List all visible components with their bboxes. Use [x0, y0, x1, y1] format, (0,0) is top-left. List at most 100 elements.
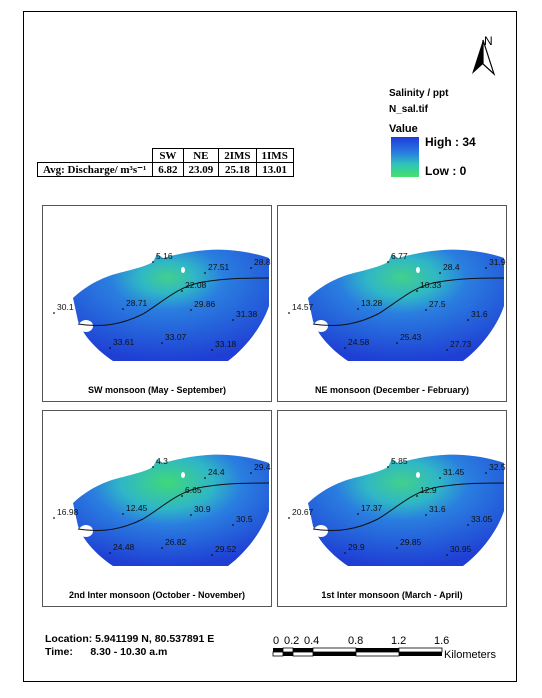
sample-point — [53, 312, 55, 314]
sample-point — [232, 524, 234, 526]
salinity-label: 29.48 — [254, 462, 271, 472]
sample-point — [446, 349, 448, 351]
salinity-label: 33.07 — [165, 332, 187, 342]
sample-point — [288, 312, 290, 314]
salinity-label: 10.33 — [420, 280, 442, 290]
table-cell: 25.18 — [218, 162, 257, 177]
north-label: N — [484, 34, 493, 48]
scale-tick-label: 1.2 — [391, 635, 406, 647]
salinity-label: 13.28 — [361, 298, 383, 308]
sample-point — [152, 466, 154, 468]
salinity-label: 28.8 — [254, 257, 271, 267]
sample-point — [425, 309, 427, 311]
panel-caption: SW monsoon (May - September) — [87, 385, 226, 395]
scale-tick-label: 0.8 — [348, 635, 363, 647]
panel-2nd-inter-monsoon: 4.3 24.4 29.48 6.65 16.98 12.45 30.9 30.5 24.48 2… — [42, 410, 272, 607]
legend-high-label: High : 34 — [425, 135, 476, 149]
salinity-label: 25.43 — [400, 332, 422, 342]
salinity-label: 6.65 — [185, 485, 202, 495]
channel-line — [312, 277, 505, 327]
table-cell: 23.09 — [182, 162, 220, 177]
panel-sw-monsoon: 5.16 27.51 28.8 22.08 30.1 28.71 29.86 31.38 33.… — [42, 205, 272, 402]
salinity-label: 31.6 — [471, 309, 488, 319]
scale-bar: 0 0.2 0.4 0.8 1.2 1.6 Kilometers — [272, 635, 496, 661]
sample-point — [387, 261, 389, 263]
location-info: Location: 5.941199 N, 80.537891 E Time: … — [45, 633, 214, 659]
salinity-label: 27.73 — [450, 339, 472, 349]
salinity-label: 30.1 — [57, 302, 74, 312]
salinity-label: 22.08 — [185, 280, 207, 290]
island-shape — [314, 525, 328, 537]
sample-point — [396, 342, 398, 344]
salinity-label: 5.16 — [156, 251, 173, 261]
salinity-label: 31.92 — [489, 257, 506, 267]
table-cell: 13.01 — [255, 162, 294, 177]
sample-point — [387, 466, 389, 468]
sample-point — [416, 290, 418, 292]
sample-point — [467, 319, 469, 321]
salinity-label: 17.37 — [361, 503, 383, 513]
salinity-label: 12.45 — [126, 503, 148, 513]
sample-point — [53, 517, 55, 519]
sample-point — [357, 308, 359, 310]
channel-line — [77, 277, 270, 327]
sample-point — [232, 319, 234, 321]
salinity-label: 27.5 — [429, 299, 446, 309]
salinity-label: 33.18 — [215, 339, 237, 349]
sample-point — [439, 477, 441, 479]
discharge-table: SW NE 2IMS 1IMS Avg: Discharge/ m³s⁻¹ 6.… — [36, 148, 294, 177]
lagoon-salinity-raster — [73, 454, 269, 566]
location-value: 5.941199 N, 80.537891 E — [95, 633, 215, 645]
sample-point — [250, 267, 252, 269]
salinity-label: 31.6 — [429, 504, 446, 514]
salinity-label: 14.57 — [292, 302, 314, 312]
location-label: Location: — [45, 633, 93, 645]
lagoon-salinity-raster — [73, 249, 269, 361]
sample-point — [485, 472, 487, 474]
island-shape — [416, 472, 420, 478]
scale-tick-label: 0.4 — [304, 635, 319, 647]
sample-point — [485, 267, 487, 269]
salinity-label: 30.5 — [236, 514, 253, 524]
island-shape — [79, 525, 93, 537]
salinity-label: 30.9 — [194, 504, 211, 514]
salinity-label: 16.98 — [57, 507, 79, 517]
salinity-label: 30.95 — [450, 544, 472, 554]
sample-point — [344, 347, 346, 349]
legend-file: N_sal.tif — [389, 104, 428, 115]
channel-line — [312, 482, 505, 532]
salinity-label: 24.4 — [208, 467, 225, 477]
table-header: NE — [182, 148, 220, 163]
salinity-label: 28.4 — [443, 262, 460, 272]
sample-point — [467, 524, 469, 526]
island-shape — [181, 267, 185, 273]
sample-point — [344, 552, 346, 554]
panel-caption: NE monsoon (December - February) — [314, 385, 470, 395]
salinity-label: 32.57 — [489, 462, 506, 472]
sample-point — [109, 552, 111, 554]
salinity-label: 29.85 — [400, 537, 422, 547]
table-row-label: Avg: Discharge/ m³s⁻¹ — [36, 162, 154, 177]
panel-ne-monsoon: 6.77 28.4 31.92 10.33 14.57 13.28 27.5 31.6 24.5… — [277, 205, 507, 402]
sample-point — [211, 554, 213, 556]
island-shape — [416, 267, 420, 273]
salinity-label: 12.9 — [420, 485, 437, 495]
salinity-label: 5.85 — [391, 456, 408, 466]
sample-point — [204, 272, 206, 274]
sample-point — [211, 349, 213, 351]
sample-point — [161, 342, 163, 344]
salinity-label: 24.58 — [348, 337, 370, 347]
salinity-label: 33.05 — [471, 514, 493, 524]
salinity-label: 6.77 — [391, 251, 408, 261]
island-shape — [79, 320, 93, 332]
sample-point — [396, 547, 398, 549]
scale-unit-label: Kilometers — [444, 649, 496, 661]
panel-1st-inter-monsoon: 5.85 31.45 32.57 12.9 20.67 17.37 31.6 33.05 29.… — [277, 410, 507, 607]
sample-point — [204, 477, 206, 479]
sample-point — [181, 290, 183, 292]
sample-point — [161, 547, 163, 549]
panel-caption: 1st Inter monsoon (March - April) — [321, 590, 463, 600]
island-shape — [181, 472, 185, 478]
scale-tick-label: 1.6 — [434, 635, 449, 647]
scale-bar-segments — [272, 647, 443, 657]
